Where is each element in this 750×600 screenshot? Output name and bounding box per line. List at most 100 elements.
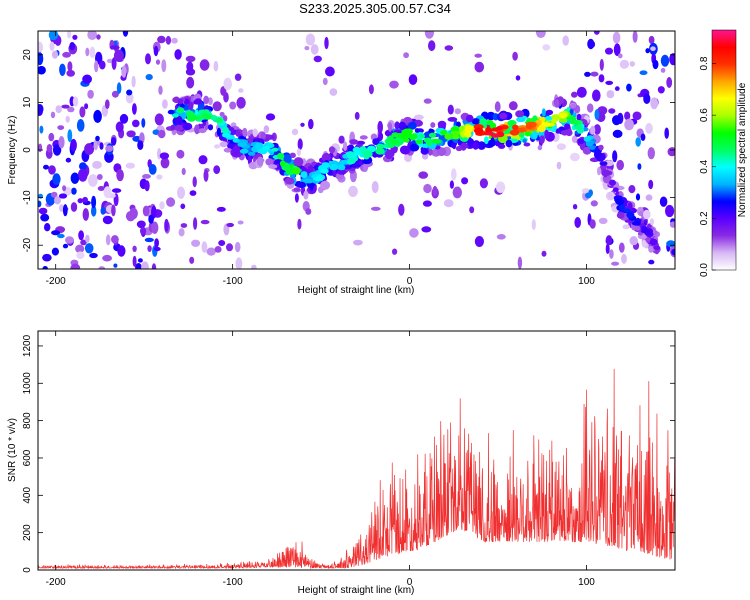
spectrogram-blob-1356 [450, 130, 461, 136]
spectrogram-blob-399 [594, 109, 600, 121]
spectrogram-blob-240 [296, 148, 301, 157]
chart-title: S233.2025.305.00.57.C34 [299, 1, 451, 16]
spectrogram-blob-26 [348, 185, 358, 197]
spectrogram-blob-397 [389, 80, 399, 89]
spectrogram-blob-227 [536, 31, 546, 38]
spectrogram-blob-488 [70, 202, 78, 212]
snr-ytick-label-6: 1200 [22, 334, 33, 357]
spectrogram-blob-485 [159, 152, 170, 160]
spectrogram-blob-417 [454, 108, 461, 115]
spectrogram-blob-1344 [431, 138, 442, 144]
spectrogram-blob-1043 [332, 170, 337, 176]
spectrogram-blob-310 [229, 101, 237, 110]
spectrogram-blob-462 [443, 199, 454, 208]
spectrogram-blob-1071 [399, 145, 410, 155]
spectrogram-blob-486 [598, 74, 605, 83]
spectrogram-blob-309 [164, 218, 169, 232]
spectrogram-blob-396 [66, 69, 75, 77]
spectrogram-blob-1090 [394, 121, 400, 130]
spectrogram-blob-236 [354, 111, 360, 120]
spectrogram-blob-194 [515, 75, 521, 81]
spectrogram-blob-235 [593, 31, 600, 35]
spectrogram-blob-250 [226, 222, 234, 228]
colorbar-label: Normalized spectral amplitude [737, 82, 748, 217]
snr-ytick-label-2: 400 [22, 487, 33, 504]
snr-frame [37, 330, 676, 571]
spectrogram-blob-19 [632, 31, 638, 43]
spectrogram-blob-1159 [572, 112, 577, 118]
spectrogram-blob-1091 [296, 181, 306, 189]
spectrogram-blob-73 [206, 247, 216, 256]
spectrogram-blob-256 [612, 150, 618, 163]
spectrogram-blob-288 [38, 200, 42, 208]
spectrogram-blob-324 [162, 99, 168, 109]
spectrogram-blob-78 [304, 45, 310, 51]
spectrogram-blob-367 [57, 125, 65, 130]
spectrogram-blob-205 [161, 59, 167, 73]
spectrogram-blob-483 [198, 155, 208, 165]
spectrogram-blob-296 [313, 55, 322, 63]
spectrogram-blob-160 [556, 143, 567, 151]
snr-ytick-label-4: 800 [22, 412, 33, 429]
spectrogram-blob-1085 [284, 177, 295, 185]
spectrogram-blob-1163 [460, 143, 470, 149]
spectrogram-blob-278 [38, 104, 44, 114]
spectrogram-blob-1224 [585, 140, 593, 147]
spectrogram-blob-460 [421, 226, 432, 233]
spectrogram-blob-216 [99, 60, 106, 70]
snr-ytick-label-3: 600 [22, 449, 33, 466]
spectrogram-blob-1195 [612, 187, 619, 192]
spectrogram-blob-313 [67, 61, 73, 72]
spectrogram-blob-305 [648, 179, 654, 190]
spectrogram-blob-69 [496, 234, 506, 240]
spectrogram-blob-70 [113, 263, 118, 268]
spectrogram-blob-241 [39, 125, 44, 134]
spectrogram-blob-234 [111, 57, 117, 70]
spectrogram-blob-410 [305, 33, 316, 46]
spectrogram-blob-21 [89, 46, 96, 58]
spectrogram-blob-61 [592, 89, 601, 102]
spectrogram-blob-1018 [597, 166, 602, 176]
spectrogram-ytick-label-4: 20 [22, 49, 33, 61]
spectrogram-blob-1141 [308, 165, 314, 172]
spectrogram-cells [38, 31, 675, 269]
spectrogram-blob-989 [577, 138, 585, 145]
spectrogram-blob-487 [664, 127, 669, 139]
spectrogram-blob-111 [132, 135, 142, 142]
spectrogram-blob-387 [444, 45, 454, 51]
spectrogram-blob-896 [187, 101, 194, 110]
spectrogram-blob-170 [589, 219, 596, 229]
colorbar-tick-label-4: 0.8 [699, 56, 710, 70]
spectrogram-blob-1273 [320, 168, 329, 174]
spectrogram-blob-475 [189, 190, 197, 196]
spectrogram-blob-1338 [390, 138, 400, 145]
spectrogram-blob-381 [51, 247, 60, 256]
spectrogram-blob-1329 [201, 113, 211, 120]
spectrogram-blob-247 [423, 183, 432, 194]
spectrogram-blob-1283 [346, 151, 355, 157]
spectrogram-blob-328 [189, 256, 195, 264]
spectrogram-blob-484 [78, 168, 88, 181]
spectrogram-blob-1341 [279, 160, 286, 167]
spectrogram-blob-209 [38, 52, 44, 66]
spectrogram-blob-390 [588, 189, 593, 197]
spectrogram-blob-793 [378, 132, 384, 141]
spectrogram-blob-196 [91, 195, 97, 209]
spectrogram-blob-452 [140, 227, 147, 235]
spectrogram-blob-1072 [388, 122, 393, 132]
spectrogram-blob-398 [122, 31, 129, 37]
spectrogram-blob-105 [85, 47, 90, 57]
spectrogram-blob-167 [116, 82, 122, 94]
spectrogram-blob-204 [84, 243, 94, 254]
spectrogram-blob-900 [265, 158, 274, 166]
spectrogram-blob-1242 [339, 159, 350, 165]
spectrogram-blob-1235 [303, 178, 312, 183]
spectrogram-blob-1121 [175, 115, 183, 125]
spectrogram-blob-9 [667, 147, 675, 157]
spectrogram-blob-1168 [362, 159, 371, 165]
spectrogram-blob-388 [479, 178, 488, 189]
spectrogram-blob-1310 [177, 107, 185, 114]
spectrogram-blob-6 [213, 165, 221, 175]
spectrogram-blob-318 [97, 186, 105, 191]
